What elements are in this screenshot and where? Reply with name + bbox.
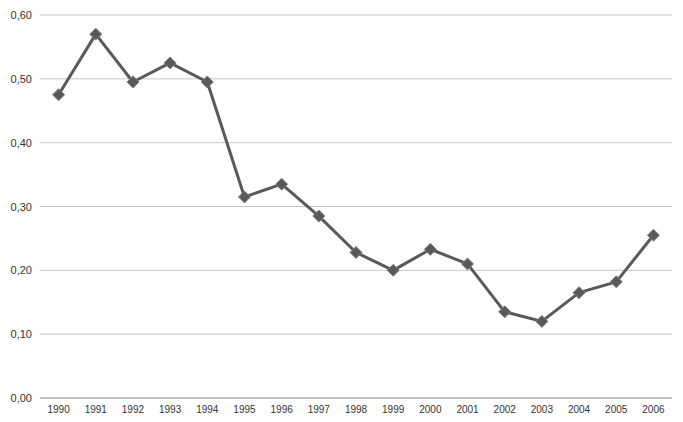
x-tick-label: 2002	[494, 404, 517, 415]
x-tick-label: 2006	[642, 404, 665, 415]
y-tick-label: 0,00	[11, 392, 32, 404]
grid-line	[40, 334, 672, 335]
x-tick-label: 2005	[605, 404, 628, 415]
data-point	[238, 191, 250, 203]
data-point	[573, 287, 585, 299]
grid-line	[40, 206, 672, 207]
x-axis-line	[40, 398, 672, 399]
data-point	[90, 28, 102, 40]
data-point	[499, 306, 511, 318]
grid-line	[40, 398, 672, 399]
data-line	[59, 34, 654, 321]
data-point	[610, 276, 622, 288]
data-point	[53, 89, 65, 101]
x-tick-label: 1997	[308, 404, 331, 415]
x-tick-label: 1995	[233, 404, 256, 415]
x-tick-label: 1990	[47, 404, 70, 415]
y-tick-label: 0,40	[11, 137, 32, 149]
data-point	[164, 57, 176, 69]
grid-line	[40, 270, 672, 271]
chart-svg: 0,00 0,10 0,20 0,30 0,40 0,50 0,60 1990 1991 1992…	[0, 0, 683, 422]
data-point	[313, 210, 325, 222]
data-point	[387, 264, 399, 276]
x-tick-label: 2000	[419, 404, 442, 415]
y-tick-label: 0,10	[11, 328, 32, 340]
x-tick-label: 2004	[568, 404, 591, 415]
data-point	[276, 178, 288, 190]
x-tick-label: 2003	[531, 404, 554, 415]
grid	[40, 15, 672, 398]
plot-area	[53, 28, 660, 327]
x-tick-label: 1991	[85, 404, 108, 415]
data-point	[127, 76, 139, 88]
data-point	[201, 76, 213, 88]
x-tick-label: 1998	[345, 404, 368, 415]
x-tick-label: 1992	[122, 404, 145, 415]
data-point	[536, 315, 548, 327]
y-tick-label: 0,20	[11, 264, 32, 276]
y-tick-label: 0,60	[11, 9, 32, 21]
grid-line	[40, 15, 672, 16]
y-tick-label: 0,30	[11, 201, 32, 213]
y-tick-label: 0,50	[11, 73, 32, 85]
x-tick-label: 1993	[159, 404, 182, 415]
data-point	[424, 243, 436, 255]
x-tick-label: 2001	[456, 404, 479, 415]
grid-line	[40, 142, 672, 143]
chart-container: 0,00 0,10 0,20 0,30 0,40 0,50 0,60 1990 1991 1992…	[0, 0, 683, 422]
data-point	[647, 229, 659, 241]
x-tick-label: 1996	[271, 404, 294, 415]
data-point	[462, 258, 474, 270]
data-point	[350, 246, 362, 258]
x-tick-label: 1999	[382, 404, 405, 415]
x-tick-label: 1994	[196, 404, 219, 415]
